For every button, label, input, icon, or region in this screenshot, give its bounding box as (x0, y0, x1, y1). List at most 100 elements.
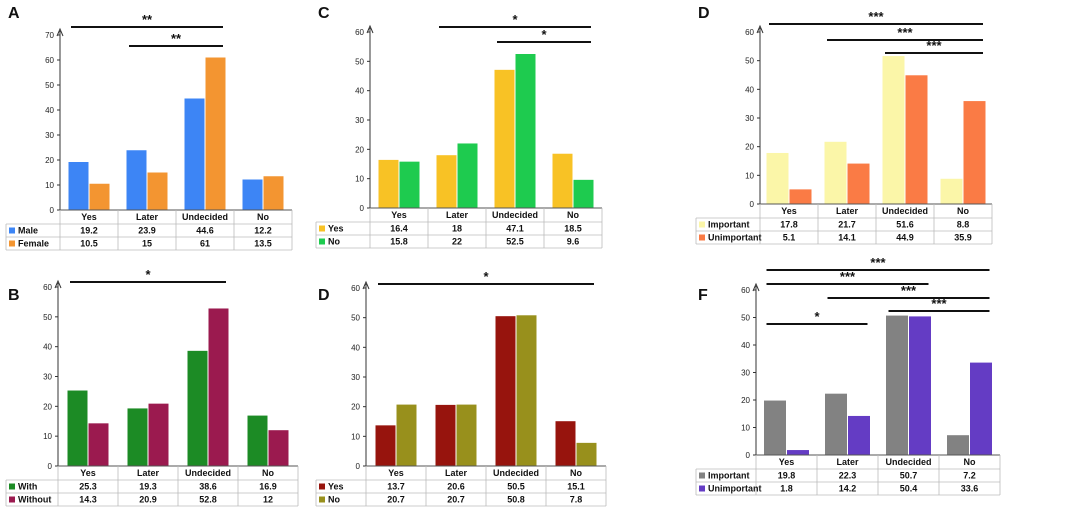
legend-label: Unimportant (708, 484, 762, 494)
data-label: 8.8 (957, 220, 970, 230)
y-tick-label: 30 (745, 114, 754, 123)
legend-swatch (9, 496, 15, 503)
data-label: 5.1 (783, 233, 796, 243)
bar-male-no (242, 179, 263, 210)
x-tick-label: Yes (779, 457, 795, 467)
data-label: 1.8 (780, 484, 793, 494)
bar-important-undecided (886, 315, 908, 455)
x-tick-label: Yes (388, 468, 404, 478)
data-label: 22.3 (839, 471, 857, 481)
y-tick-label: 40 (745, 85, 754, 94)
data-label: 19.2 (80, 226, 98, 236)
y-tick-label: 40 (355, 87, 364, 96)
data-label: 50.5 (507, 482, 525, 492)
data-label: 35.9 (954, 233, 972, 243)
data-label: 7.2 (963, 471, 976, 481)
significance-label: *** (870, 255, 886, 270)
x-tick-label: Yes (781, 206, 797, 216)
significance-label: *** (926, 38, 942, 53)
x-tick-label: Yes (391, 210, 407, 220)
bar-male-undecided (184, 98, 205, 210)
panel-D1: D 0 10 20 30 40 50 60 Yes Later Undecided No Importa… (695, 5, 993, 245)
data-label: 20.9 (139, 495, 157, 505)
x-tick-label: No (964, 457, 976, 467)
y-tick-label: 60 (741, 286, 750, 295)
significance-label: *** (840, 269, 856, 284)
y-tick-label: 40 (45, 106, 54, 115)
bar-without-undecided (208, 308, 229, 466)
bar-no-undecided (516, 315, 537, 466)
legend-label: Yes (328, 482, 344, 492)
bar-no-yes (399, 161, 420, 208)
data-label: 21.7 (838, 220, 856, 230)
y-tick-label: 40 (43, 343, 52, 352)
y-tick-label: 50 (351, 314, 360, 323)
x-tick-label: Undecided (493, 468, 539, 478)
bar-yes-no (555, 421, 576, 466)
y-tick-label: 10 (43, 432, 52, 441)
bar-without-no (268, 430, 289, 466)
y-tick-label: 60 (351, 284, 360, 293)
data-label: 13.5 (254, 239, 272, 249)
x-tick-label: No (262, 468, 274, 478)
data-label: 50.8 (507, 495, 525, 505)
bar-yes-yes (378, 159, 399, 208)
panel-B: B 0 10 20 30 40 50 60 Yes Later Undecided No With 25.… (5, 267, 299, 507)
data-label: 14.1 (838, 233, 856, 243)
y-tick-label: 30 (355, 116, 364, 125)
y-tick-label: 0 (746, 451, 751, 460)
y-tick-label: 50 (355, 57, 364, 66)
x-tick-label: Undecided (882, 206, 928, 216)
significance-label: * (541, 27, 547, 42)
bar-important-yes (766, 152, 789, 204)
legend-swatch (319, 225, 325, 232)
bar-unimportant-yes (789, 189, 812, 204)
panel-label: F (698, 287, 708, 304)
data-label: 12.2 (254, 226, 272, 236)
data-label: 14.3 (79, 495, 97, 505)
panel-label: D (698, 5, 710, 22)
data-label: 14.2 (839, 484, 857, 494)
y-tick-label: 30 (741, 369, 750, 378)
legend-swatch (699, 485, 705, 492)
panel-label: D (318, 287, 330, 304)
x-tick-label: No (567, 210, 579, 220)
panel-C: C 0 10 20 30 40 50 60 Yes Later Undecided No Yes 16.4… (315, 5, 603, 249)
bar-unimportant-later (847, 163, 870, 204)
data-label: 38.6 (199, 482, 217, 492)
bar-no-yes (396, 404, 417, 466)
panel-label: B (8, 287, 20, 304)
y-tick-label: 20 (351, 403, 360, 412)
panel-F: F 0 10 20 30 40 50 60 Yes Later Undecided No Importa… (695, 255, 1001, 496)
legend-swatch (9, 483, 15, 490)
bar-important-later (824, 141, 847, 204)
data-label: 10.5 (80, 239, 98, 249)
panel-A: A 0 10 20 30 40 50 60 70 Yes Later Undecided No Male 1… (5, 5, 293, 251)
bar-important-no (940, 178, 963, 204)
data-label: 20.7 (447, 495, 465, 505)
y-tick-label: 50 (741, 314, 750, 323)
bar-unimportant-undecided (905, 75, 928, 204)
bar-no-no (576, 442, 597, 466)
data-label: 7.8 (570, 495, 583, 505)
x-tick-label: Later (836, 206, 859, 216)
y-tick-label: 10 (45, 181, 54, 190)
bar-yes-undecided (495, 316, 516, 466)
data-label: 18 (452, 224, 462, 234)
x-tick-label: Undecided (182, 212, 228, 222)
y-tick-label: 20 (45, 156, 54, 165)
x-tick-label: Later (836, 457, 859, 467)
x-tick-label: Yes (80, 468, 96, 478)
data-label: 19.3 (139, 482, 157, 492)
y-tick-label: 50 (43, 313, 52, 322)
data-label: 13.7 (387, 482, 405, 492)
y-axis-arrow-icon (362, 280, 370, 290)
legend-swatch (699, 472, 705, 479)
legend-swatch (699, 234, 705, 241)
bar-with-undecided (187, 350, 208, 466)
legend-swatch (319, 238, 325, 245)
significance-label: * (814, 309, 820, 324)
data-label: 16.4 (390, 224, 408, 234)
significance-label: * (145, 267, 151, 282)
bar-female-later (147, 172, 168, 210)
